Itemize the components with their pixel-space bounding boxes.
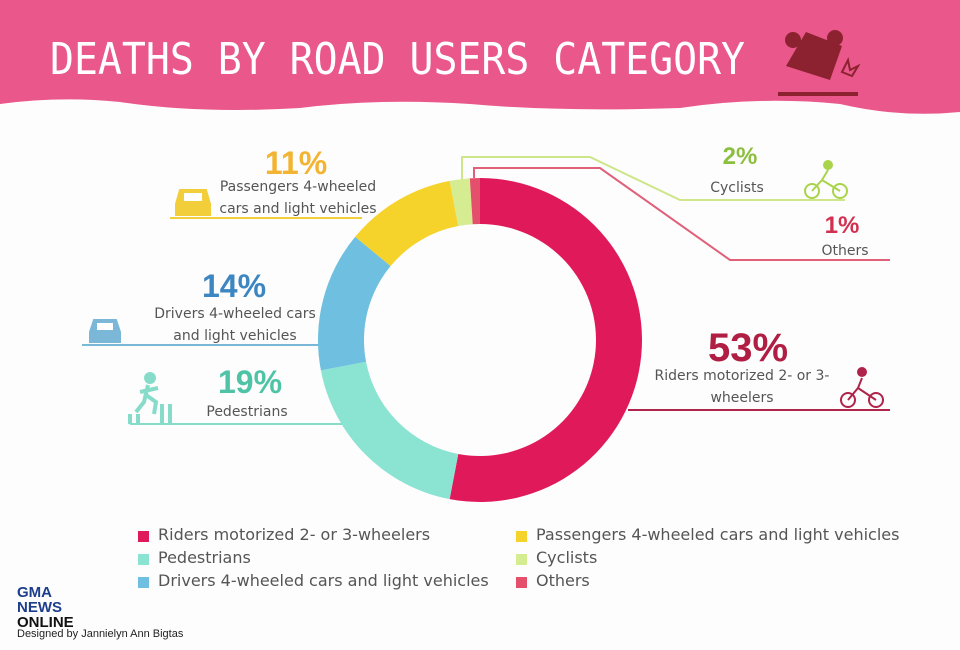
category-label: Drivers 4-wheeled cars and light vehicle… bbox=[154, 306, 316, 344]
donut-segment bbox=[320, 361, 459, 500]
value-label: 53% bbox=[707, 326, 789, 370]
credit: Designed by Jannielyn Ann Bigtas bbox=[17, 628, 184, 640]
category-label: Riders motorized 2- or 3-wheelers bbox=[654, 368, 830, 406]
value-label: 11% bbox=[264, 145, 328, 181]
icon-part bbox=[134, 384, 159, 415]
icon-part bbox=[128, 404, 172, 424]
category-label: Cyclists bbox=[710, 180, 764, 196]
donut-segment bbox=[469, 178, 480, 225]
icon-part bbox=[804, 183, 820, 199]
legend-swatch bbox=[516, 531, 527, 542]
legend-swatch bbox=[138, 577, 149, 588]
icon-part bbox=[840, 392, 856, 408]
icon-part bbox=[184, 193, 202, 201]
value-label: 2% bbox=[722, 143, 758, 170]
icon-part bbox=[97, 323, 113, 330]
pedestrian-icon bbox=[128, 372, 172, 424]
motorbike-icon bbox=[840, 367, 884, 408]
car-icon bbox=[175, 189, 211, 216]
chart-title: DEATHS BY ROAD USERS CATEGORY bbox=[50, 34, 745, 85]
value-label: 14% bbox=[201, 268, 267, 304]
crash-icon bbox=[778, 30, 861, 96]
icon-part bbox=[823, 160, 833, 170]
category-label: Passengers 4-wheeled cars and light vehi… bbox=[219, 179, 377, 217]
icon-part bbox=[857, 367, 867, 377]
legend-label: Passengers 4-wheeled cars and light vehi… bbox=[536, 525, 900, 544]
donut-segment bbox=[449, 178, 643, 503]
callout-line bbox=[461, 156, 845, 201]
legend-label: Others bbox=[536, 571, 590, 590]
legend-swatch bbox=[516, 554, 527, 565]
logo-text: GMA bbox=[17, 584, 52, 601]
value-label: 19% bbox=[217, 364, 283, 400]
logo-text: ONLINE bbox=[17, 614, 74, 631]
icon-part bbox=[868, 392, 884, 408]
legend-swatch bbox=[138, 554, 149, 565]
icon-part bbox=[832, 183, 848, 199]
category-label: Pedestrians bbox=[206, 404, 288, 420]
legend-swatch bbox=[516, 577, 527, 588]
donut-segment bbox=[449, 178, 473, 227]
category-label: Others bbox=[821, 243, 869, 259]
header-band bbox=[0, 0, 960, 114]
callout-line bbox=[473, 167, 890, 261]
icon-part bbox=[847, 377, 877, 401]
legend-label: Pedestrians bbox=[158, 548, 251, 567]
legend-label: Drivers 4-wheeled cars and light vehicle… bbox=[158, 571, 489, 590]
icon-part bbox=[811, 169, 841, 192]
value-label: 1% bbox=[824, 212, 860, 239]
donut-segment bbox=[318, 236, 391, 371]
legend-label: Cyclists bbox=[536, 548, 598, 567]
bicycle-icon bbox=[804, 160, 848, 199]
donut-segment bbox=[355, 180, 459, 267]
car-icon bbox=[89, 319, 121, 343]
logo-text: NEWS bbox=[17, 599, 62, 616]
legend-label: Riders motorized 2- or 3-wheelers bbox=[158, 525, 431, 544]
legend-swatch bbox=[138, 531, 149, 542]
icon-part bbox=[144, 372, 156, 384]
